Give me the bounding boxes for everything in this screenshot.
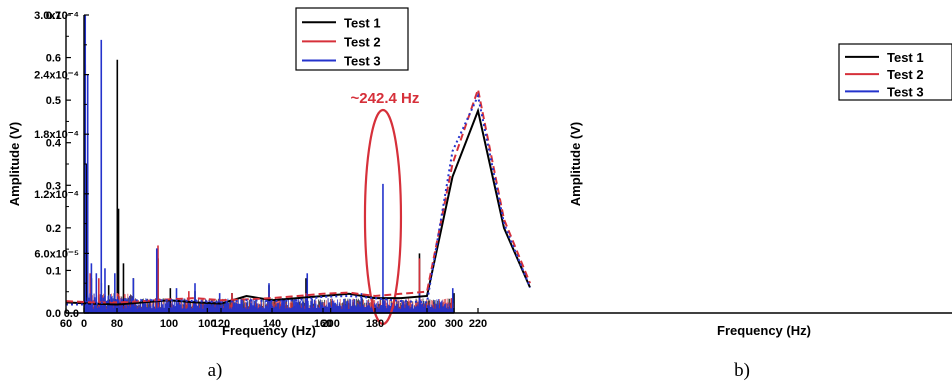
x-tick-label: 120 (212, 318, 230, 330)
x-axis-title: Frequency (Hz) (717, 323, 811, 338)
chart-panel-a: 0.0 6.0x10⁻⁵ 1.2x10⁻⁴ 1.8x10⁻⁴ 2.4x10⁻⁴ 3.0x1… (7, 7, 463, 381)
x-tick-label: 60 (60, 318, 72, 330)
legend-entry: Test 2 (887, 67, 924, 82)
series-test-1 (66, 107, 531, 306)
x-tick-label: 140 (263, 318, 281, 330)
y-tick-label: 3.0x10⁻⁴ (34, 10, 79, 22)
x-tick-label: 180 (366, 318, 384, 330)
y-tick-label: 0.7 (46, 10, 61, 22)
series-line (66, 85, 531, 304)
legend: Test 1 Test 2 Test 3 (295, 7, 409, 71)
y-axis-title: Amplitude (V) (7, 122, 22, 207)
panel-label: a) (208, 360, 223, 381)
legend-entry: Test 1 (887, 50, 924, 65)
y-tick-label: 0.0 (64, 308, 79, 320)
y-tick-label: 0.6 (46, 53, 61, 65)
x-tick-label: 200 (321, 318, 339, 330)
x-tick-label: 100 (160, 318, 178, 330)
x-tick-label: 220 (469, 318, 487, 330)
y-axis-title: Amplitude (V) (568, 122, 583, 207)
y-tick-label: 0.5 (46, 95, 61, 107)
y-tick-label: 0.3 (46, 180, 61, 192)
y-tick-label: 0.2 (46, 223, 61, 235)
annotation-ellipse (363, 108, 403, 326)
y-tick-label: 2.4x10⁻⁴ (34, 70, 79, 82)
legend-entry: Test 1 (344, 15, 381, 30)
y-tick-label: 1.8x10⁻⁴ (34, 129, 79, 141)
x-tick-label: 0 (81, 318, 87, 330)
y-tick-label: 6.0x10⁻⁵ (34, 248, 79, 260)
legend-entry: Test 3 (887, 84, 924, 99)
legend: Test 1 Test 2 Test 3 (838, 43, 952, 101)
x-tick-label: 80 (111, 318, 123, 330)
legend-entry: Test 2 (344, 34, 381, 49)
series-line (66, 92, 531, 306)
x-tick-label: 100 (198, 318, 216, 330)
series-test-2 (66, 85, 531, 304)
chart-panel-b: 0.00.10.20.30.40.50.60.760 80 100 120 140 160… (46, 10, 952, 381)
series-test-3 (66, 92, 531, 306)
y-tick-label: 0.4 (46, 138, 62, 150)
x-tick-label: 300 (445, 318, 463, 330)
x-axis-title: Frequency (Hz) (222, 323, 316, 338)
panel-label: b) (734, 360, 750, 381)
x-tick-label: 200 (418, 318, 436, 330)
series-line (66, 107, 531, 306)
y-tick-label: 0.0 (46, 308, 61, 320)
annotation-label: ~242.4 Hz (351, 90, 420, 107)
x-tick-label: 160 (314, 318, 332, 330)
legend-entry: Test 3 (344, 53, 381, 68)
y-tick-label: 1.2x10⁻⁴ (34, 189, 79, 201)
y-tick-label: 0.1 (46, 265, 61, 277)
